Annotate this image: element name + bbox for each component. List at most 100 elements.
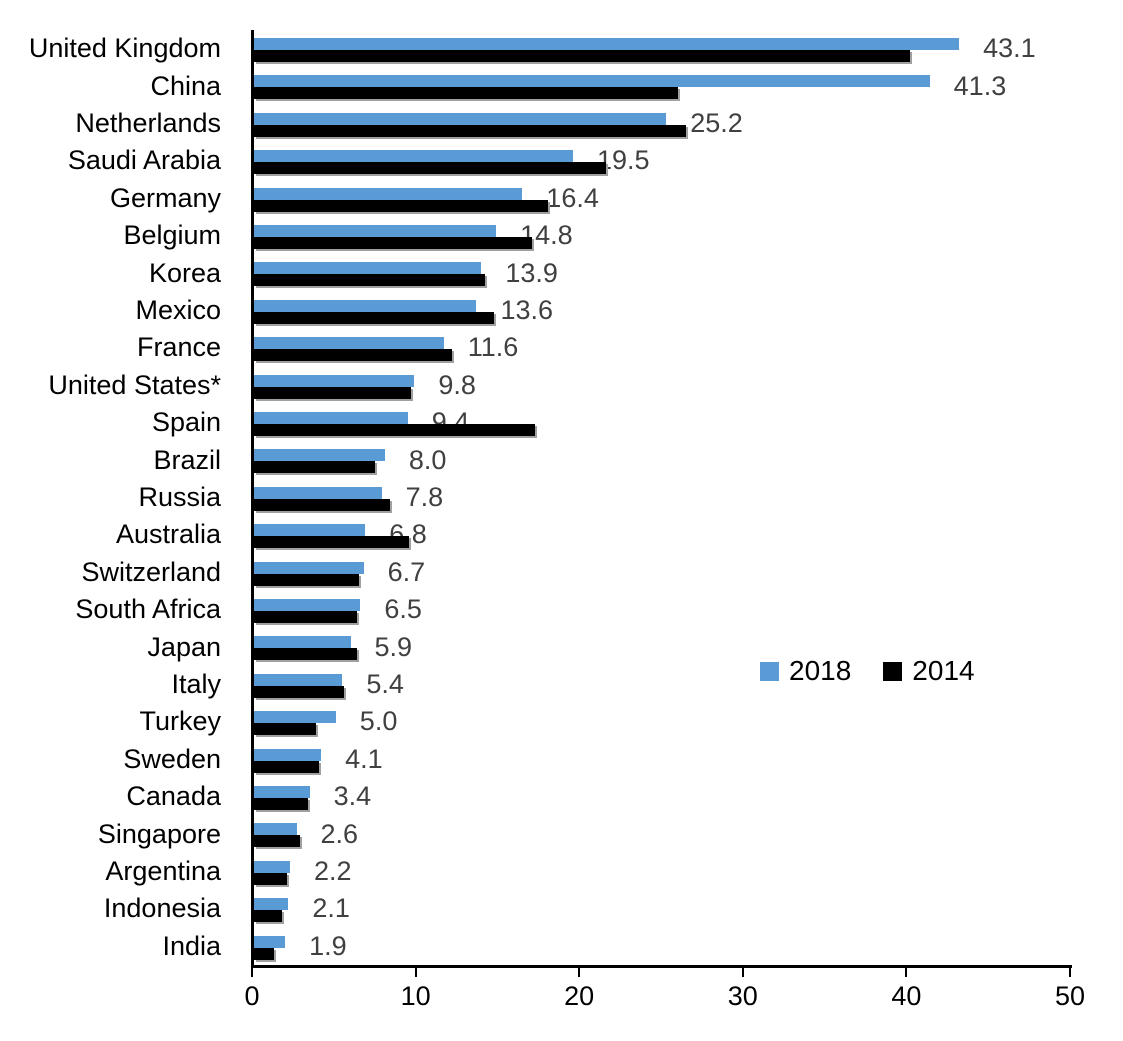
chart-row: 5.0 — [254, 703, 1072, 740]
bar-2018 — [254, 898, 289, 911]
chart-row: 16.4 — [254, 180, 1072, 217]
x-tick-label: 50 — [1054, 981, 1086, 1011]
category-label: United Kingdom — [28, 33, 221, 64]
x-tick — [414, 968, 417, 977]
category-label: Korea — [148, 257, 221, 288]
bar-2018 — [254, 38, 960, 50]
bar-2018 — [254, 374, 415, 387]
bar-2018 — [254, 636, 351, 649]
x-tick — [1069, 968, 1071, 977]
chart-row: 13.9 — [254, 254, 1072, 291]
chart-row: 43.1 — [254, 30, 1072, 67]
bar-2018 — [254, 860, 290, 873]
chart-row: 5.4 — [254, 666, 1072, 703]
bar-2018 — [254, 823, 297, 836]
bar-2018 — [254, 524, 366, 537]
value-label: 5.4 — [366, 668, 404, 699]
x-tick — [741, 968, 744, 977]
category-label: Singapore — [97, 818, 221, 849]
category-label: Russia — [138, 481, 221, 512]
value-label: 5.9 — [374, 631, 413, 662]
legend: 2018 2014 — [760, 655, 975, 687]
value-label: 43.1 — [983, 33, 1036, 64]
chart-row: 11.6 — [254, 329, 1072, 366]
category-label: Indonesia — [103, 893, 221, 924]
category-label: South Africa — [75, 594, 221, 625]
bar-2014 — [254, 124, 686, 137]
bar-2014 — [254, 237, 533, 249]
value-label: 2.6 — [320, 818, 359, 849]
category-label: United States* — [48, 369, 221, 400]
value-label: 3.4 — [333, 781, 372, 812]
x-tick — [251, 968, 253, 977]
bar-2014 — [254, 386, 412, 399]
bar-2014 — [254, 349, 452, 362]
category-label: Australia — [115, 519, 221, 550]
category-label: Japan — [147, 631, 221, 662]
value-label: 8.0 — [408, 444, 447, 475]
value-label: 41.3 — [953, 70, 1007, 101]
bar-2014 — [254, 424, 536, 436]
category-label: Spain — [151, 407, 221, 438]
chart-row: 6.8 — [254, 516, 1072, 553]
chart-row: 14.8 — [254, 217, 1072, 254]
bar-2018 — [254, 337, 444, 350]
legend-swatch-2018 — [760, 661, 779, 681]
bar-2018 — [254, 262, 482, 275]
category-labels: United Kingdom China Netherlands Saudi Arab… — [0, 30, 243, 965]
value-label: 6.5 — [384, 594, 422, 625]
chart-row: 2.1 — [254, 890, 1072, 927]
bar-2014 — [254, 910, 282, 923]
chart-row: 2.6 — [254, 815, 1072, 852]
category-label: Mexico — [135, 294, 221, 325]
value-label: 1.9 — [309, 930, 347, 961]
bar-2014 — [254, 87, 678, 100]
value-label: 7.8 — [405, 481, 444, 512]
chart-row: 25.2 — [254, 105, 1072, 142]
chart-row: 19.5 — [254, 142, 1072, 179]
value-label: 2.2 — [313, 855, 352, 886]
chart-row: 7.8 — [254, 479, 1072, 516]
value-label: 2.1 — [312, 893, 350, 924]
value-label: 19.5 — [597, 145, 650, 176]
value-label: 4.1 — [345, 743, 383, 774]
chart-row: 3.4 — [254, 778, 1072, 815]
legend-label-2014: 2014 — [912, 655, 975, 686]
x-tick-label: 30 — [727, 981, 758, 1011]
bar-2018 — [254, 112, 667, 125]
bar-2018 — [254, 486, 382, 499]
category-label: Brazil — [153, 444, 221, 475]
x-axis: 0 10 20 30 40 50 — [244, 968, 1085, 1028]
category-label: China — [150, 70, 221, 101]
category-label: Italy — [171, 668, 221, 699]
category-label: Canada — [126, 781, 221, 812]
value-label: 6.7 — [387, 556, 426, 587]
chart-row: 1.9 — [254, 928, 1072, 965]
bar-2014 — [254, 274, 485, 287]
value-label: 11.6 — [467, 332, 519, 363]
bar-2014 — [254, 162, 606, 175]
bar-2014 — [254, 760, 320, 773]
bar-2018 — [254, 711, 336, 724]
bar-2014 — [254, 50, 911, 62]
chart-row: 2.2 — [254, 853, 1072, 890]
value-label: 9.8 — [438, 369, 476, 400]
bar-2014 — [254, 648, 358, 661]
bar-2018 — [254, 449, 385, 462]
bar-2014 — [254, 947, 274, 960]
bar-2018 — [254, 75, 930, 88]
category-label: France — [136, 332, 221, 363]
legend-item-2014: 2014 — [883, 655, 975, 687]
category-label: Germany — [109, 182, 221, 213]
bar-2018 — [254, 561, 364, 574]
bar-2018 — [254, 225, 497, 237]
chart-row: 6.5 — [254, 591, 1072, 628]
x-tick — [578, 968, 581, 977]
bar-2018 — [254, 299, 477, 312]
plot-area: 2018 2014 43.1 41.3 25.2 19.5 16.4 14.8 13.9 13… — [251, 30, 1072, 968]
bar-2014 — [254, 798, 308, 810]
category-label: Switzerland — [81, 556, 221, 587]
value-label: 5.0 — [359, 706, 398, 737]
category-label: Argentina — [105, 855, 221, 886]
chart-row: 9.8 — [254, 367, 1072, 404]
